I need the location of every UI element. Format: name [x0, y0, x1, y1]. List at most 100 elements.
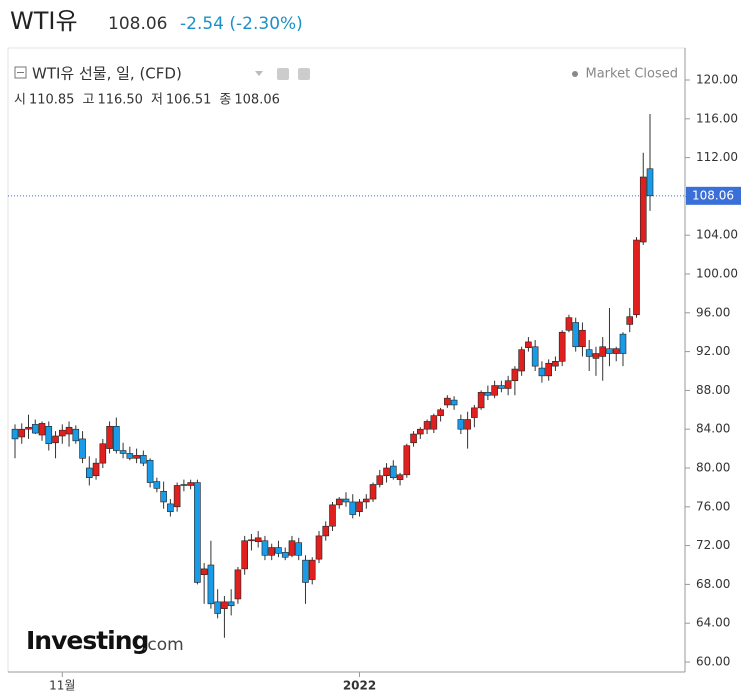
candle-body: [349, 501, 357, 515]
candle-body: [403, 445, 411, 476]
candle-body: [281, 552, 289, 558]
y-tick-label: 68.00: [696, 577, 730, 591]
candle-body: [335, 498, 343, 506]
y-tick-label: 64.00: [696, 616, 730, 630]
candle-body: [126, 453, 134, 459]
ohlc-label: 고: [82, 93, 94, 108]
candle-body: [113, 425, 120, 451]
candle-body: [356, 501, 363, 512]
ohlc-value: 110.85: [29, 93, 75, 108]
candle-body: [552, 360, 559, 367]
candle-body: [92, 462, 100, 477]
candle-body: [194, 482, 201, 583]
candle-body: [146, 459, 154, 483]
candle-body: [302, 559, 309, 583]
candle-body: [417, 428, 424, 435]
candle-body: [214, 601, 221, 614]
candle-body: [160, 490, 167, 503]
candle-body: [106, 425, 113, 449]
y-tick-label: 96.00: [696, 305, 730, 319]
candle-body: [173, 485, 181, 508]
y-tick-label: 92.00: [696, 344, 730, 358]
candle-body: [79, 438, 86, 459]
candle-body: [525, 341, 532, 349]
candle-body: [633, 239, 640, 316]
candle-body: [295, 542, 303, 556]
candle-body: [52, 435, 59, 444]
candle-body: [639, 176, 647, 243]
y-tick-label: 88.00: [696, 383, 730, 397]
candle-body: [646, 168, 654, 197]
candle-body: [65, 426, 73, 435]
visibility-icon[interactable]: [277, 68, 289, 80]
candle-body: [484, 392, 492, 396]
candle-body: [11, 428, 19, 440]
candle-body: [471, 407, 478, 418]
candle-body: [626, 316, 634, 325]
candle-body: [288, 540, 296, 556]
candle-body: [329, 504, 336, 527]
candle-body: [599, 346, 607, 357]
settings-icon[interactable]: [298, 68, 310, 80]
last-price-label: 108.06: [692, 188, 734, 202]
x-tick-label: 2022: [343, 679, 376, 693]
y-tick-label: 72.00: [696, 538, 730, 552]
candle-body: [369, 484, 377, 500]
candle-body: [572, 322, 579, 348]
price: 108.06: [108, 14, 167, 34]
candle-body: [579, 329, 586, 348]
candle-body: [72, 428, 80, 442]
y-tick-label: 76.00: [696, 499, 730, 513]
candle-body: [376, 475, 384, 485]
candle-body: [423, 421, 431, 430]
y-tick-label: 120.00: [696, 73, 738, 87]
candle-body: [31, 424, 39, 434]
candle-body: [119, 450, 127, 454]
candle-body: [592, 353, 600, 359]
candle-body: [504, 380, 512, 389]
last-price-tag: [686, 186, 741, 205]
ohlc-value: 106.51: [166, 93, 212, 108]
candle-body: [234, 569, 242, 600]
dropdown-icon[interactable]: [255, 71, 263, 76]
candle-body: [531, 346, 539, 367]
y-tick-label: 104.00: [696, 228, 738, 242]
candle-body: [25, 426, 32, 430]
candle-body: [261, 540, 269, 556]
candle-body: [241, 540, 248, 570]
candle-body: [58, 429, 66, 437]
candle-body: [389, 465, 397, 478]
candle-body: [464, 419, 471, 430]
status-dot: [572, 71, 578, 77]
candle-body: [558, 331, 566, 362]
candle-body: [187, 482, 194, 486]
candle-body: [207, 564, 215, 605]
candle-body: [585, 349, 593, 357]
candle-body: [606, 348, 613, 354]
price-change: -2.54 (-2.30%): [180, 14, 303, 34]
ohlc-value: 108.06: [234, 93, 280, 108]
instrument-name: WTI유: [10, 7, 78, 35]
watermark: Investing: [26, 626, 148, 655]
collapse-icon[interactable]: [14, 66, 27, 79]
y-tick-label: 80.00: [696, 461, 730, 475]
y-tick-label: 100.00: [696, 267, 738, 281]
candle-body: [308, 559, 316, 580]
y-tick-label: 60.00: [696, 655, 730, 669]
y-tick-label: 84.00: [696, 422, 730, 436]
candle-body: [410, 433, 417, 444]
ohlc-legend: 시 110.85 고 116.50 저 106.51 종 108.06: [14, 93, 280, 108]
candle-body: [450, 399, 458, 406]
candle-body: [99, 443, 107, 464]
candle-body: [133, 455, 140, 459]
ohlc-label: 저: [151, 93, 163, 108]
candle-body: [268, 547, 276, 556]
candle-body: [511, 368, 519, 381]
candle-body: [86, 467, 93, 478]
candle-body: [565, 317, 573, 331]
candle-body: [362, 498, 370, 503]
candle-body: [315, 535, 323, 560]
candle-body: [254, 537, 262, 543]
candle-body: [140, 455, 147, 464]
